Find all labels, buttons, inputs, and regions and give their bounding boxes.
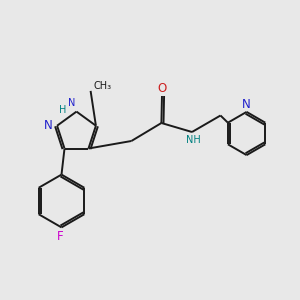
Text: CH₃: CH₃ xyxy=(93,80,111,91)
Text: F: F xyxy=(57,230,63,244)
Text: N: N xyxy=(44,119,53,132)
Text: NH: NH xyxy=(186,135,201,146)
Text: N: N xyxy=(68,98,76,108)
Text: O: O xyxy=(158,82,166,95)
Text: H: H xyxy=(59,105,67,115)
Text: N: N xyxy=(242,98,251,111)
